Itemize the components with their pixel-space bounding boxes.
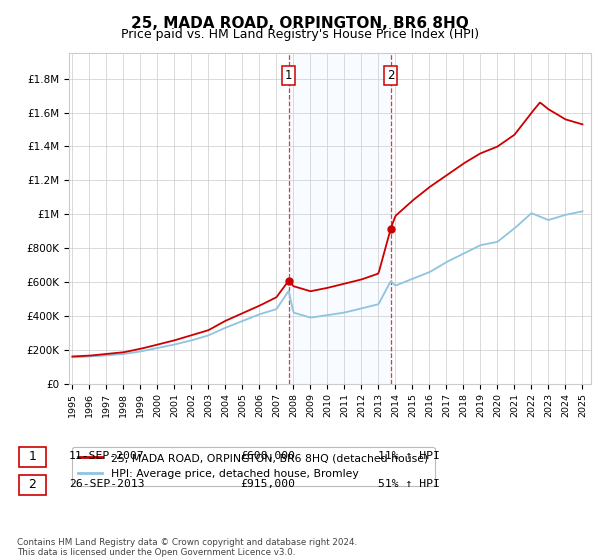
Text: 2: 2 xyxy=(387,69,394,82)
Text: 2: 2 xyxy=(28,478,37,492)
Text: 25, MADA ROAD, ORPINGTON, BR6 8HQ: 25, MADA ROAD, ORPINGTON, BR6 8HQ xyxy=(131,16,469,31)
Text: Price paid vs. HM Land Registry's House Price Index (HPI): Price paid vs. HM Land Registry's House … xyxy=(121,28,479,41)
FancyBboxPatch shape xyxy=(19,475,46,495)
Text: £608,000: £608,000 xyxy=(240,451,295,461)
Text: 11% ↑ HPI: 11% ↑ HPI xyxy=(378,451,440,461)
Bar xyxy=(289,53,391,384)
Text: 51% ↑ HPI: 51% ↑ HPI xyxy=(378,479,440,489)
FancyBboxPatch shape xyxy=(19,447,46,467)
Text: 26-SEP-2013: 26-SEP-2013 xyxy=(69,479,145,489)
Text: 11-SEP-2007: 11-SEP-2007 xyxy=(69,451,145,461)
Text: 1: 1 xyxy=(28,450,37,464)
Text: 1: 1 xyxy=(285,69,292,82)
Text: £915,000: £915,000 xyxy=(240,479,295,489)
Text: Contains HM Land Registry data © Crown copyright and database right 2024.
This d: Contains HM Land Registry data © Crown c… xyxy=(17,538,357,557)
Legend: 25, MADA ROAD, ORPINGTON, BR6 8HQ (detached house), HPI: Average price, detached: 25, MADA ROAD, ORPINGTON, BR6 8HQ (detac… xyxy=(72,447,434,486)
